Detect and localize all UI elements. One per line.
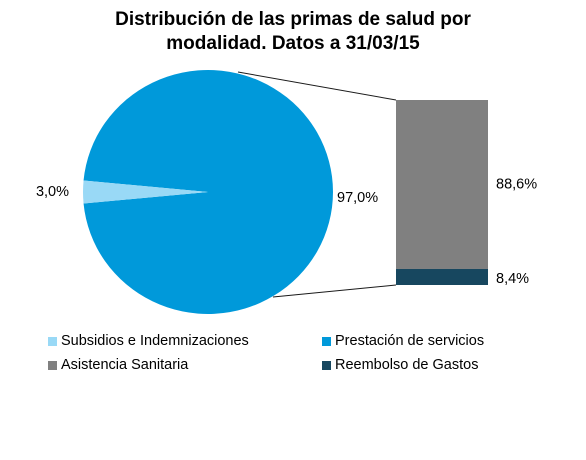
pie-slice-subsidios	[83, 180, 208, 204]
connector-line-bottom	[272, 284, 397, 298]
chart-title-line-2: modalidad. Datos a 31/03/15	[166, 33, 420, 54]
chart-title-line-1: Distribución de las primas de salud por	[115, 9, 471, 30]
bar-label-reembolso: 8,4%	[496, 271, 529, 287]
pie-label-subsidios: 3,0%	[36, 184, 69, 200]
connector-line-top	[237, 71, 397, 101]
pie-slice-prestacion	[83, 70, 333, 314]
chart-title: Distribución de las primas de salud por …	[0, 8, 586, 56]
bar-segment-reembolso	[396, 268, 488, 285]
bar-label-asistencia: 88,6%	[496, 176, 537, 192]
bar-segment-asistencia	[396, 100, 488, 269]
pie-label-prestacion: 97,0%	[337, 190, 378, 206]
